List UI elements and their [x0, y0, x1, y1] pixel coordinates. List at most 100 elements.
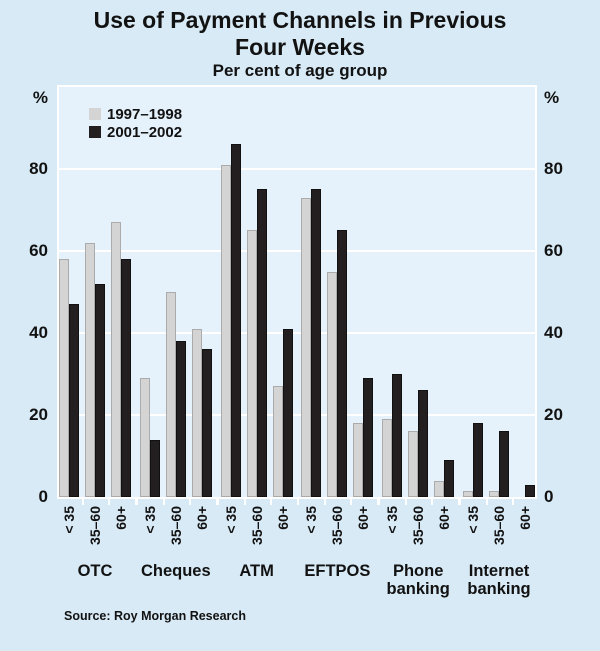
- legend-swatch: [89, 108, 101, 121]
- bar-1997-1998-atm-2: [272, 385, 283, 497]
- y-axis-tick-label: 80: [29, 158, 48, 178]
- x-axis-tick: [216, 498, 219, 505]
- legend: 1997–1998 2001–2002: [89, 107, 182, 143]
- bar-1997-1998-eftpos-2: [353, 422, 364, 497]
- category-label-cheques: Cheques: [140, 561, 211, 580]
- x-axis-tick: [431, 498, 434, 505]
- x-axis-tick: [378, 498, 381, 505]
- chart-title-line1: Use of Payment Channels in Previous: [93, 7, 507, 33]
- bar-1997-1998-cheques-2: [191, 328, 202, 497]
- age-group-tick-label: < 35: [61, 505, 77, 534]
- x-axis-tick: [162, 498, 165, 505]
- x-axis-tick: [135, 498, 138, 505]
- legend-label: 2001–2002: [107, 123, 183, 141]
- bar-2001-2002-eftpos-0: [311, 188, 322, 497]
- bar-1997-1998-phone-banking-2: [434, 480, 445, 497]
- category-label-otc: OTC: [77, 561, 113, 580]
- age-group-tick-label: 35–60: [87, 505, 103, 545]
- bar-2001-2002-phone-banking-2: [444, 459, 455, 497]
- x-axis-tick: [108, 498, 110, 505]
- age-group-tick-label: 60+: [193, 505, 210, 530]
- y-axis-tick-label: 20: [29, 404, 48, 424]
- gridline: [59, 413, 535, 416]
- x-axis-tick: [512, 498, 514, 505]
- age-group-tick-label: 60+: [113, 505, 129, 530]
- bar-2001-2002-phone-banking-1: [418, 389, 429, 497]
- bar-1997-1998-eftpos-1: [327, 271, 338, 497]
- bar-1997-1998-phone-banking-0: [382, 418, 393, 497]
- bar-1997-1998-internet-banking-0: [463, 490, 473, 497]
- age-group-tick-label: 35–60: [248, 505, 265, 545]
- age-group-tick-label: 60+: [355, 505, 372, 530]
- y-axis-tick-label: 60: [29, 240, 48, 260]
- bar-2001-2002-internet-banking-0: [473, 422, 483, 497]
- x-axis-tick: [297, 498, 300, 505]
- bar-2001-2002-atm-0: [230, 143, 241, 497]
- age-group-tick-label: < 35: [222, 505, 239, 534]
- x-axis-tick: [269, 498, 272, 505]
- bar-2001-2002-otc-0: [69, 303, 79, 497]
- bar-2001-2002-internet-banking-1: [499, 430, 509, 497]
- bar-2001-2002-cheques-1: [175, 340, 186, 497]
- x-axis-tick: [82, 498, 84, 505]
- bar-2001-2002-otc-2: [121, 258, 131, 497]
- category-label-phone-banking: Phone banking: [386, 561, 450, 599]
- legend-row: 2001–2002: [89, 125, 182, 140]
- x-axis-tick: [188, 498, 191, 505]
- y-axis-tick-label: 20: [544, 404, 563, 424]
- age-group-tick-label: 60+: [274, 505, 291, 530]
- bar-2001-2002-eftpos-1: [337, 229, 348, 497]
- gridline: [59, 167, 535, 170]
- age-group-tick-label: < 35: [384, 505, 401, 534]
- x-axis-tick: [486, 498, 488, 505]
- category-label-atm: ATM: [239, 561, 274, 580]
- bar-2001-2002-phone-banking-0: [392, 373, 403, 497]
- y-axis-tick-label: 80: [544, 158, 563, 178]
- category-label-eftpos: EFTPOS: [304, 561, 371, 580]
- age-group-tick-label: < 35: [141, 505, 158, 534]
- bar-1997-1998-phone-banking-1: [408, 430, 419, 497]
- age-group-tick-label: 60+: [436, 505, 453, 530]
- bar-2001-2002-internet-banking-2: [525, 484, 535, 497]
- bar-1997-1998-cheques-1: [165, 291, 176, 497]
- bar-1997-1998-internet-banking-1: [489, 490, 499, 497]
- plot-area: 1997–1998 2001–2002: [57, 84, 537, 499]
- y-axis-unit-right: %: [544, 87, 560, 107]
- age-group-tick-label: < 35: [303, 505, 320, 534]
- x-axis-tick: [405, 498, 408, 505]
- category-label-internet-banking: Internet banking: [467, 561, 531, 599]
- y-axis-unit-left: %: [32, 87, 48, 107]
- age-group-tick-label: 35–60: [491, 505, 507, 545]
- chart-title: Use of Payment Channels in Previous Four…: [0, 7, 600, 60]
- bar-1997-1998-otc-0: [59, 258, 69, 497]
- x-axis-tick: [459, 498, 461, 505]
- x-axis-tick: [243, 498, 246, 505]
- bar-2001-2002-cheques-0: [149, 439, 160, 497]
- legend-row: 1997–1998: [89, 107, 182, 122]
- bar-1997-1998-atm-0: [220, 164, 231, 497]
- y-axis-tick-label: 40: [544, 322, 563, 342]
- gridline: [59, 331, 535, 334]
- bar-2001-2002-otc-1: [95, 283, 105, 497]
- y-axis-tick-label: 40: [29, 322, 48, 342]
- bar-1997-1998-atm-1: [246, 229, 257, 497]
- chart-wrap: % % 1997–1998 2001–2002 Source: Roy Morga…: [0, 84, 600, 641]
- age-group-tick-label: < 35: [465, 505, 481, 534]
- bar-1997-1998-otc-2: [111, 221, 121, 497]
- bar-1997-1998-cheques-0: [139, 377, 150, 497]
- x-axis-tick: [350, 498, 353, 505]
- chart-page: Use of Payment Channels in Previous Four…: [0, 7, 600, 641]
- age-group-tick-label: 35–60: [329, 505, 346, 545]
- bar-2001-2002-eftpos-2: [363, 377, 374, 497]
- x-axis-tick: [324, 498, 327, 505]
- bar-2001-2002-atm-1: [256, 188, 267, 497]
- chart-subtitle: Per cent of age group: [212, 61, 388, 81]
- bar-2001-2002-atm-2: [282, 328, 293, 497]
- bar-1997-1998-eftpos-0: [301, 197, 312, 497]
- age-group-tick-label: 35–60: [167, 505, 184, 545]
- age-group-tick-label: 35–60: [410, 505, 427, 545]
- y-axis-tick-label: 0: [544, 486, 554, 506]
- legend-swatch: [89, 126, 101, 139]
- age-group-tick-label: 60+: [517, 505, 533, 530]
- y-axis-tick-label: 0: [38, 486, 48, 506]
